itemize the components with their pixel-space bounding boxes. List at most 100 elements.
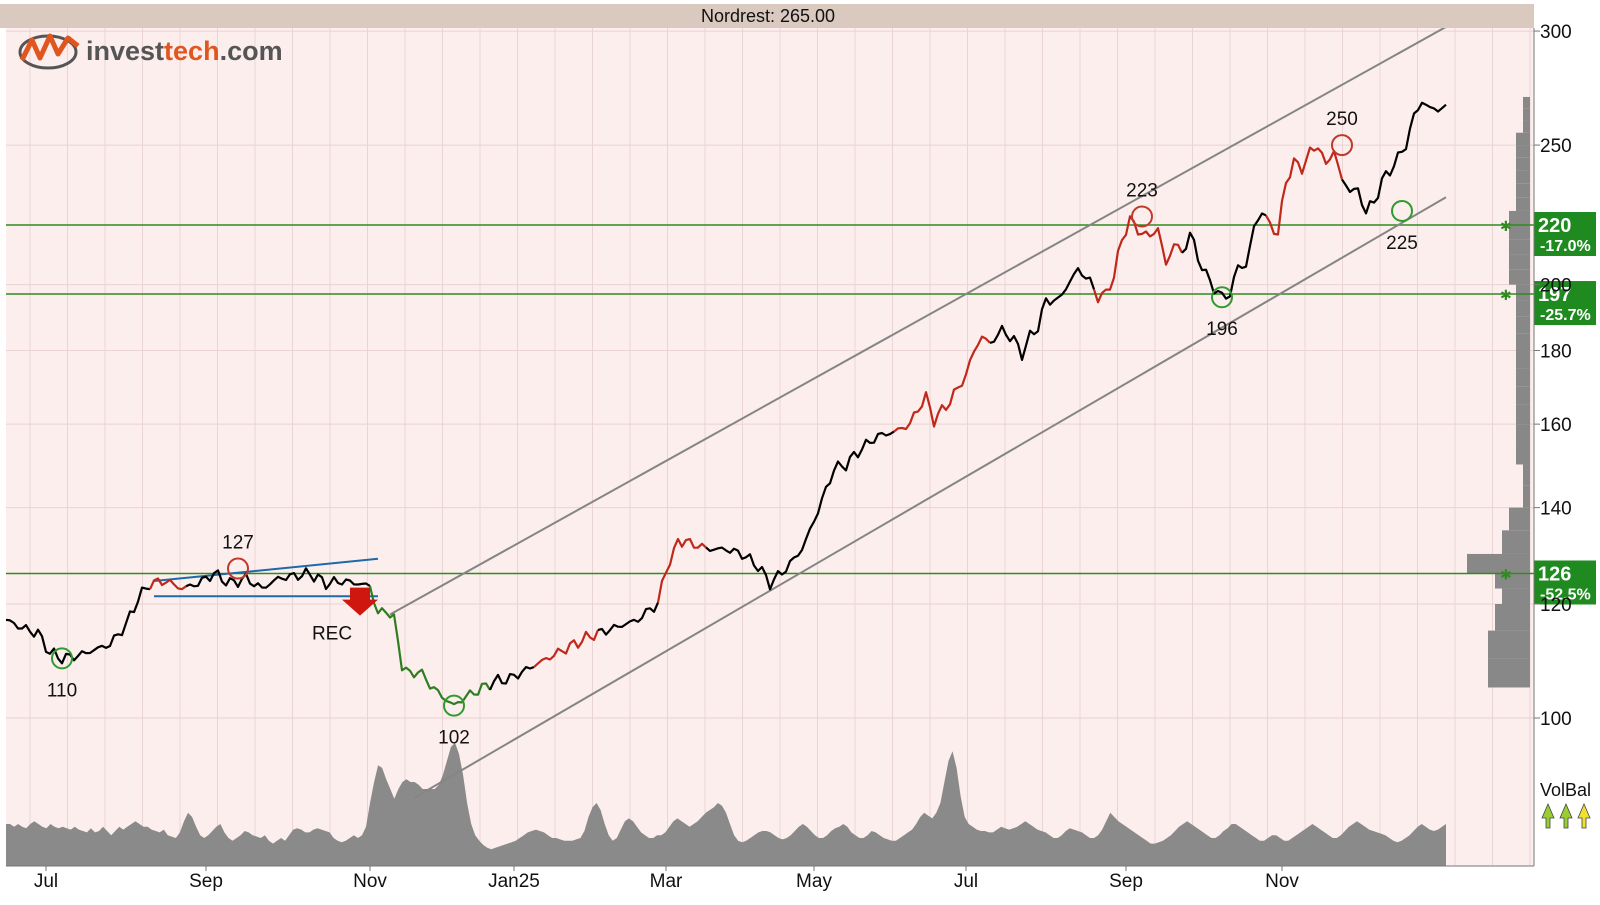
profile-bar [1516,333,1530,351]
volume-fill [6,742,1446,866]
profile-bar [1516,368,1530,387]
profile-bar [1509,269,1530,285]
x-tick-label: Mar [650,871,683,892]
support-tag [1534,560,1596,605]
volume-label: VolBal [1540,780,1591,800]
signal-label: REC [312,624,352,645]
price-segment [893,335,991,433]
trough-label: 102 [438,728,470,749]
trough-marker [1211,286,1233,309]
y-tick-label: 100 [1540,709,1572,730]
profile-bar [1523,108,1530,121]
price-segment [656,537,707,603]
price-segment [1341,101,1447,215]
price-segment [5,586,151,665]
x-tick-label: Jul [34,871,58,892]
price-segment [705,430,895,591]
profile-bar [1516,197,1530,211]
profile-bar [1523,485,1530,508]
price-line [5,101,1447,706]
trough-marker [51,647,73,670]
logo-text: investtech.com [86,36,283,66]
profile-bar [1523,120,1530,133]
sell-signal-arrow-icon [342,587,378,616]
peak-marker [227,557,249,580]
channel-lower [413,196,1447,799]
profile-bar [1509,507,1530,531]
x-tick-label: May [796,871,832,892]
profile-bar [1516,443,1530,465]
pattern-line [153,557,379,582]
support-tag [1534,212,1596,257]
support-level-label: 197 [1538,284,1571,306]
support-level-label: 220 [1538,215,1571,237]
x-tick-label: Sep [1109,871,1143,892]
volume-area: VolBal [6,742,1591,866]
price-segment [533,629,600,668]
price-segment [148,577,187,591]
profile-bar [1495,573,1530,589]
header-bar: Nordrest: 265.00 [0,4,1534,28]
profile-bar [1516,132,1530,146]
trough-label: 225 [1386,233,1418,254]
profile-bar [1516,145,1530,158]
support-star-icon: ✱ [1500,218,1512,234]
peak-trough-markers: 110 127 102 223 196 250 225 REC [47,109,1418,749]
price-segment [989,267,1096,361]
profile-bar [1502,588,1530,604]
profile-bar [1509,239,1530,255]
y-tick-label: 180 [1540,341,1572,362]
axes: 100 120 140 160 180 200 250 300 Jul Sep Nov Jan25 Ma… [6,22,1572,892]
profile-bar [1495,604,1530,631]
pattern-lines [153,557,379,598]
support-star-icon: ✱ [1500,566,1512,582]
profile-bar [1516,316,1530,334]
profile-bar [1516,157,1530,171]
price-segment [1181,212,1267,300]
profile-bar [1516,404,1530,425]
x-tick-label: Nov [353,871,387,892]
profile-bar [1488,658,1530,688]
chart-title: Nordrest: 265.00 [701,6,835,26]
price-segment [185,567,371,591]
volbal-arrow-icon [1577,802,1591,829]
price-volume-profile [1467,96,1530,688]
price-segment [1265,146,1344,236]
profile-bar [1509,254,1530,270]
y-tick-label: 160 [1540,415,1572,436]
profile-bar [1516,284,1530,301]
x-tick-label: Jul [954,871,978,892]
peak-label: 127 [222,533,254,554]
investtech-logo: investtech.com [18,33,283,70]
peak-marker [1331,134,1353,157]
x-tick-label: Jan25 [488,871,540,892]
volbal-arrow-icon [1559,802,1573,829]
x-tick-label: Sep [189,871,223,892]
support-pct-label: -17.0% [1540,238,1591,255]
price-segment [1092,215,1183,304]
profile-bar [1516,350,1530,369]
profile-bar [1509,210,1530,226]
gridlines [6,28,1534,866]
support-star-icon: ✱ [1500,287,1512,303]
profile-bar [1523,464,1530,486]
price-segment [489,665,535,691]
peak-marker [1131,205,1153,228]
y-tick-label: 120 [1540,595,1572,616]
trough-marker [443,694,465,717]
support-pct-label: -25.7% [1540,307,1591,324]
support-tag [1534,281,1596,326]
peak-label: 223 [1126,181,1158,202]
profile-bar [1516,300,1530,317]
trough-label: 110 [47,680,77,701]
price-segment [597,602,660,636]
y-tick-label: 140 [1540,499,1572,520]
support-level-label: 126 [1538,563,1571,585]
profile-bar [1502,530,1530,554]
y-tick-label: 300 [1540,22,1572,43]
support-pct-label: -52.5% [1540,586,1591,603]
y-tick-label: 200 [1540,276,1572,297]
profile-bar [1467,553,1530,574]
